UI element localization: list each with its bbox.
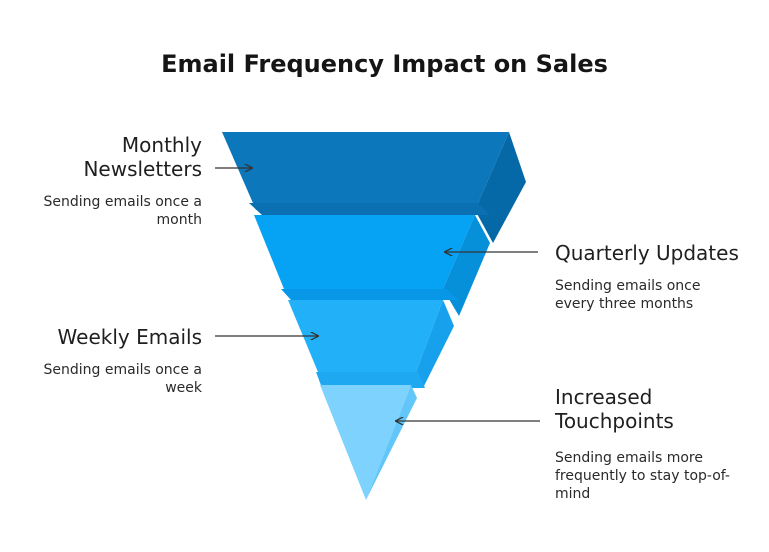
stage-1-shelf: [249, 203, 490, 215]
stage-2-side: [443, 215, 490, 316]
stage-label-touchpoints: Increased Touchpoints: [555, 385, 674, 433]
stage-1-front: [222, 132, 509, 210]
stage-2-shelf: [281, 289, 459, 300]
stage-label-quarterly: Quarterly Updates: [555, 241, 739, 265]
stage-desc-weekly: Sending emails once a week: [43, 362, 203, 396]
stage-2-front: [254, 215, 475, 289]
stage-3-front: [288, 300, 443, 372]
stage-1-side: [475, 132, 526, 243]
diagram-title: Email Frequency Impact on Sales: [161, 50, 608, 78]
stage-desc-quarterly: Sending emails once every three months: [555, 278, 701, 312]
funnel-stage-quarterly-updates: [254, 215, 490, 316]
stage-label-weekly: Weekly Emails: [57, 325, 202, 349]
funnel-stage-increased-touchpoints: [320, 385, 417, 500]
stage-4-front: [320, 385, 411, 500]
stage-3-side: [416, 300, 454, 388]
funnel-stage-monthly-newsletters: [222, 132, 526, 243]
stage-4-side: [366, 385, 417, 500]
stage-desc-monthly: Sending emails once a month: [43, 194, 203, 228]
stage-desc-touchpoints: Sending emails more frequently to stay t…: [555, 450, 730, 502]
stage-label-monthly: Monthly Newsletters: [83, 133, 202, 181]
stage-3-shelf: [316, 372, 425, 388]
funnel-stage-weekly-emails: [288, 300, 454, 388]
